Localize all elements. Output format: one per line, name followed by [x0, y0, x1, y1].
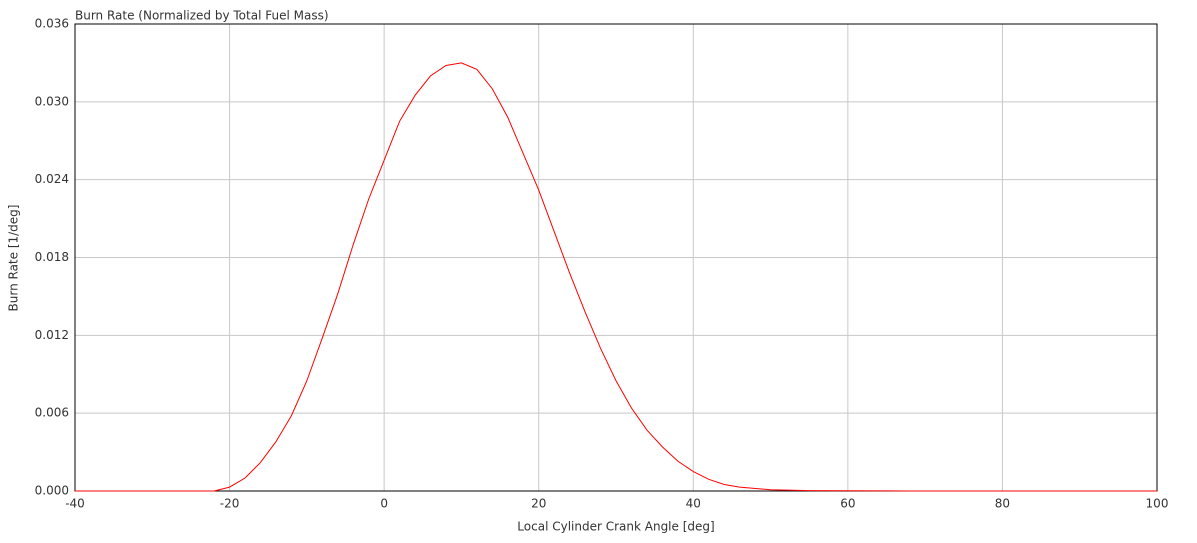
- x-tick-label: 40: [686, 497, 701, 511]
- y-tick-label: 0.006: [35, 406, 69, 420]
- x-axis-label: Local Cylinder Crank Angle [deg]: [517, 520, 714, 534]
- x-tick-label: 60: [840, 497, 855, 511]
- y-axis-label: Burn Rate [1/deg]: [7, 205, 21, 312]
- line-series: [75, 62, 1157, 492]
- x-tick-label: 20: [531, 497, 546, 511]
- plot-frame: [74, 23, 1158, 492]
- y-tick-label: 0.024: [35, 172, 69, 186]
- y-tick-label: 0.030: [35, 94, 69, 108]
- y-tick-label: 0.012: [35, 328, 69, 342]
- x-tick-label: 100: [1146, 497, 1169, 511]
- x-tick-label: 0: [380, 497, 388, 511]
- y-tick-label: 0.036: [35, 17, 69, 31]
- y-tick-label: 0.018: [35, 250, 69, 264]
- x-tick-label: -20: [220, 497, 240, 511]
- chart-title: Burn Rate (Normalized by Total Fuel Mass…: [75, 9, 329, 23]
- x-tick-label: 80: [995, 497, 1010, 511]
- x-tick-label: -40: [65, 497, 85, 511]
- y-tick-label: 0.000: [35, 484, 69, 498]
